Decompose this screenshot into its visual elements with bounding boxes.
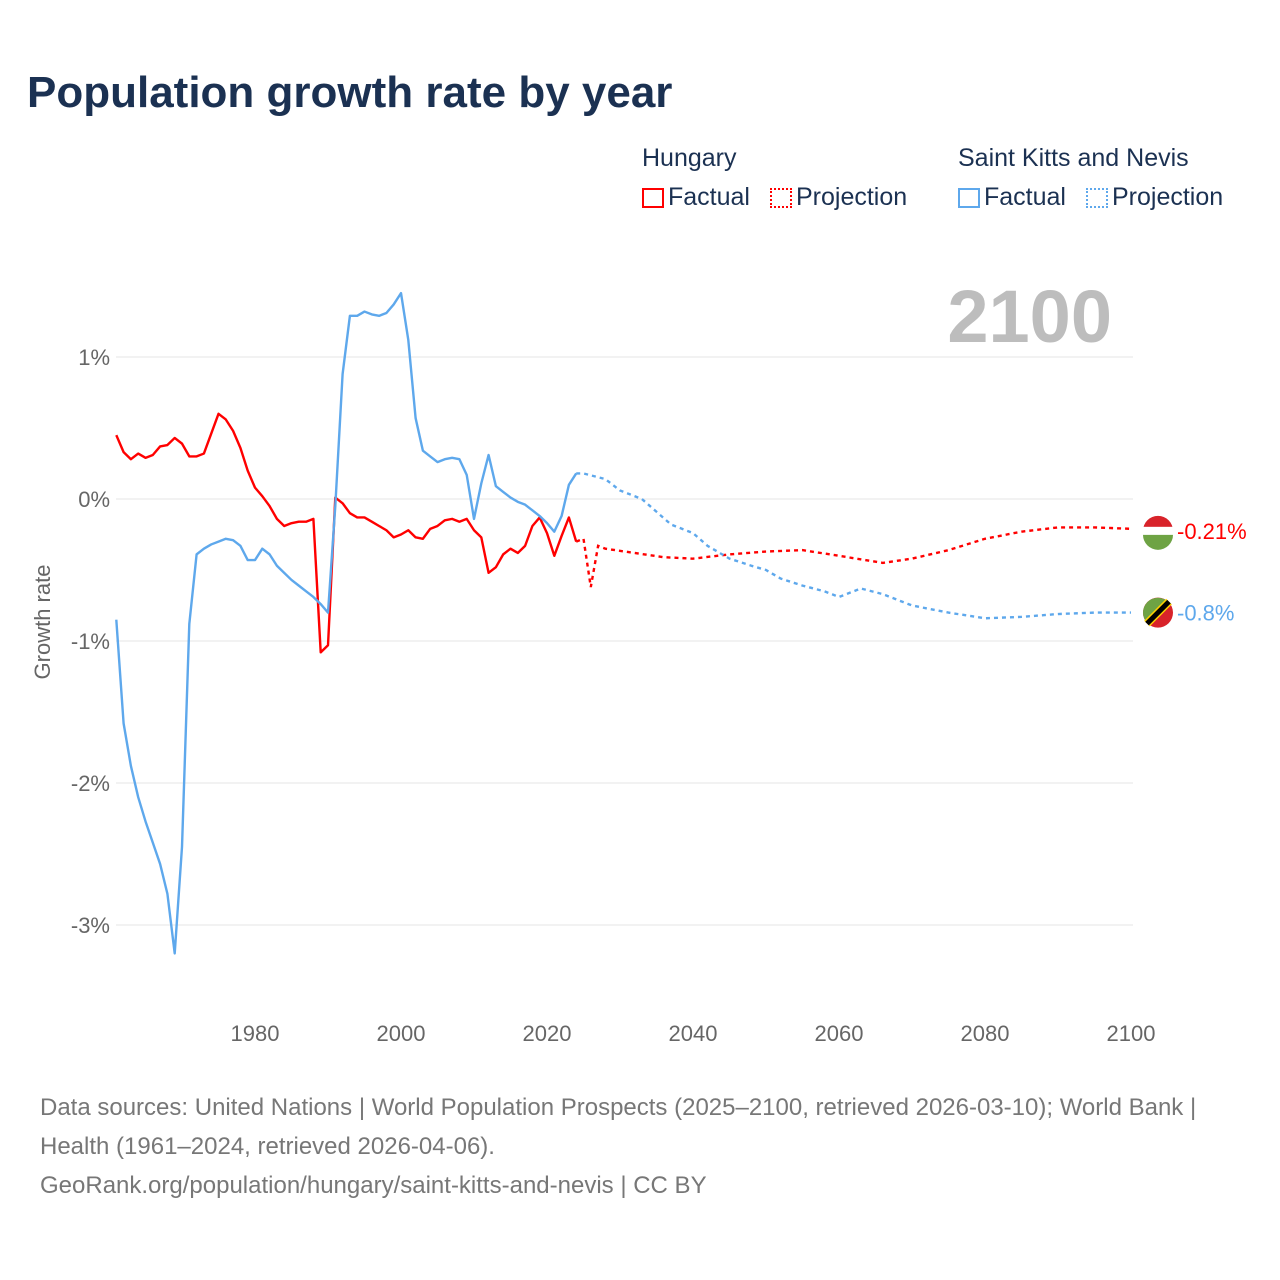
solid-swatch-icon xyxy=(958,187,980,208)
x-tick-label: 2000 xyxy=(377,1021,426,1046)
hungary-end-label: -0.21% xyxy=(1177,519,1247,544)
y-tick-label: 0% xyxy=(78,487,110,512)
legend-label: Factual xyxy=(984,183,1066,211)
footer: Data sources: United Nations | World Pop… xyxy=(40,1088,1240,1205)
legend-saint-kitts: Saint Kitts and Nevis Factual Projection xyxy=(958,144,1237,212)
x-tick-label: 2020 xyxy=(523,1021,572,1046)
flag-black xyxy=(1145,599,1171,626)
solid-swatch-icon xyxy=(642,187,664,208)
legend-factual[interactable]: Factual xyxy=(642,183,750,212)
legend-projection[interactable]: Projection xyxy=(1085,183,1224,212)
x-tick-label: 2040 xyxy=(669,1021,718,1046)
saint-kitts-and-nevis-end-label: -0.8% xyxy=(1177,601,1234,626)
data-sources: Data sources: United Nations | World Pop… xyxy=(40,1094,1197,1160)
dotted-swatch-icon xyxy=(1085,187,1108,208)
y-axis-label: Growth rate xyxy=(30,565,55,680)
year-display: 2100 xyxy=(947,275,1112,358)
dotted-swatch-icon xyxy=(769,187,792,208)
legend-label: Projection xyxy=(1111,183,1224,211)
hungary-factual-line xyxy=(115,412,578,654)
saint-kitts-and-nevis-projection-line xyxy=(576,472,1131,620)
hungary-projection-line xyxy=(575,526,1132,588)
x-tick-label: 2060 xyxy=(815,1021,864,1046)
hungary-flag-icon xyxy=(1143,515,1173,550)
y-tick-label: -1% xyxy=(71,629,110,654)
x-tick-label: 2100 xyxy=(1107,1021,1156,1046)
legend-factual[interactable]: Factual xyxy=(958,183,1066,212)
x-tick-label: 2080 xyxy=(961,1021,1010,1046)
saint-kitts-and-nevis-flag-icon xyxy=(1143,597,1173,628)
saint-kitts-and-nevis-factual-line xyxy=(115,291,578,955)
chart-title: Population growth rate by year xyxy=(27,68,673,117)
credit-link[interactable]: GeoRank.org/population/hungary/saint-kit… xyxy=(40,1172,707,1199)
line-chart: 1% 0% -1% -2% -3% 1980 2000 2020 2040 2060 2080 210… xyxy=(30,275,1247,1046)
y-tick-label: -2% xyxy=(71,771,110,796)
legend-projection[interactable]: Projection xyxy=(769,183,908,212)
legend-label: Factual xyxy=(668,183,750,211)
legend-hungary: Hungary Factual Projection xyxy=(642,144,921,212)
flag-stripe xyxy=(1143,526,1173,535)
y-tick-label: 1% xyxy=(78,345,110,370)
legend-country: Saint Kitts and Nevis xyxy=(958,144,1189,172)
legend-country: Hungary xyxy=(642,144,737,172)
legend-label: Projection xyxy=(795,183,908,211)
y-tick-label: -3% xyxy=(71,913,110,938)
x-tick-label: 1980 xyxy=(231,1021,280,1046)
flag-stripe xyxy=(1143,534,1173,550)
